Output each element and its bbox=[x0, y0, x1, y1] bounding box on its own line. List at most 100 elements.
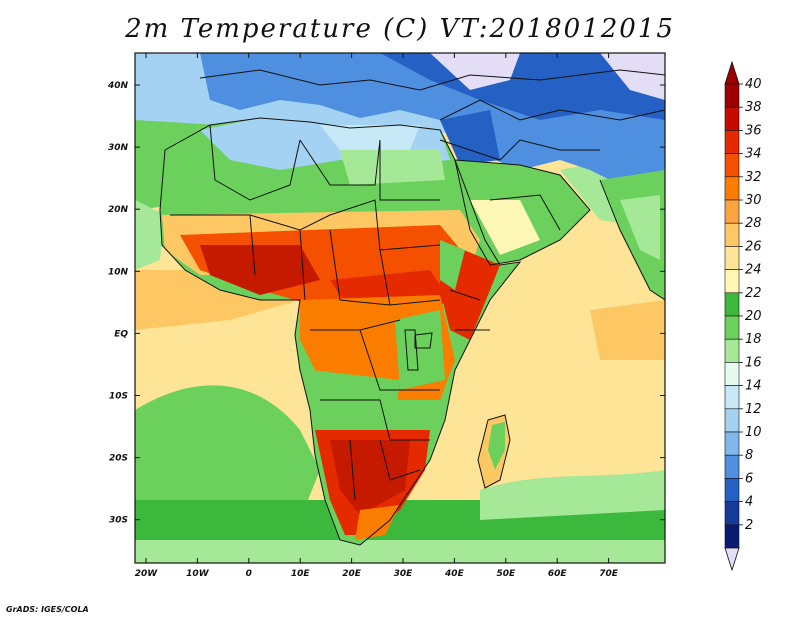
africa-coastline bbox=[159, 117, 522, 546]
colorbar-segment bbox=[724, 501, 740, 526]
lon-tick-label: 20E bbox=[342, 569, 362, 579]
lon-tick-label: 30E bbox=[394, 569, 414, 579]
border-southern-africa bbox=[320, 399, 430, 501]
lat-tick-label: 10S bbox=[109, 392, 128, 402]
colorbar-segment bbox=[724, 454, 740, 479]
colorbar-segment bbox=[724, 362, 740, 386]
south-africa-coast bbox=[355, 505, 400, 540]
border-algeria bbox=[209, 124, 301, 201]
colorbar-segment bbox=[724, 199, 740, 224]
colorbar-level-label: 8 bbox=[745, 448, 753, 463]
colorbar-segment bbox=[724, 83, 740, 108]
colorbar-level-label: 36 bbox=[745, 123, 762, 138]
colorbar-level-label: 28 bbox=[745, 216, 762, 231]
colorbar-segment bbox=[724, 106, 740, 131]
border-central-africa bbox=[339, 249, 441, 306]
border-congo bbox=[310, 319, 440, 391]
lon-tick-label: 10W bbox=[186, 569, 210, 579]
lat-tick-label: 20N bbox=[108, 205, 129, 215]
south-atlantic-band bbox=[135, 385, 320, 520]
colorbar-level-label: 40 bbox=[745, 77, 762, 92]
sahara-band bbox=[165, 175, 450, 215]
colorbar-level-label: 18 bbox=[745, 332, 762, 347]
madagascar-outline bbox=[477, 414, 511, 489]
colorbar-segment bbox=[724, 176, 740, 201]
colorbar-level-label: 32 bbox=[745, 170, 762, 185]
colorbar-segment bbox=[724, 431, 740, 456]
colorbar-segment bbox=[724, 246, 740, 270]
colorbar-level-label: 34 bbox=[745, 147, 762, 162]
latitude-axis: 40N 30N 20N 10N EQ 10S 20S 30S bbox=[107, 81, 665, 526]
colorbar-top-arrow bbox=[724, 60, 740, 85]
colorbar-level-label: 12 bbox=[745, 402, 762, 417]
colorbar-segment bbox=[724, 408, 740, 433]
lat-tick-label: 30N bbox=[108, 143, 129, 153]
lon-tick-label: 70E bbox=[599, 569, 619, 579]
colorbar-segment bbox=[724, 292, 740, 317]
colorbar-level-label: 2 bbox=[745, 518, 753, 533]
lon-tick-label: 40E bbox=[444, 569, 465, 579]
colorbar-level-label: 16 bbox=[745, 355, 762, 370]
border-saudi bbox=[489, 194, 561, 231]
lon-tick-label: 20W bbox=[135, 569, 159, 579]
european-coastline bbox=[199, 69, 665, 91]
indian-ocean-south-band bbox=[480, 470, 665, 520]
india-coastline bbox=[599, 179, 665, 301]
madagascar-highlands bbox=[488, 422, 505, 470]
sahara-cool-band bbox=[340, 150, 445, 185]
colorbar-bottom-arrow bbox=[724, 547, 740, 572]
lon-tick-label: 10E bbox=[291, 569, 311, 579]
map-plot-area bbox=[135, 53, 665, 563]
lon-tick-label: 60E bbox=[548, 569, 568, 579]
colorbar-segment bbox=[724, 524, 740, 549]
colorbar-segment bbox=[724, 478, 740, 502]
lat-tick-label: EQ bbox=[114, 329, 128, 339]
iran-cold-zone bbox=[440, 110, 500, 165]
colorbar-level-label: 22 bbox=[745, 286, 762, 301]
longitude-axis: 20W 10W 0 10E 20E 30E 40E 50E 60E 70E bbox=[135, 53, 619, 579]
border-west-africa bbox=[249, 214, 341, 301]
arabia-outline bbox=[454, 159, 591, 266]
colorbar-level-label: 38 bbox=[745, 100, 762, 115]
colorbar-segment bbox=[724, 153, 740, 178]
lat-tick-label: 10N bbox=[108, 267, 129, 277]
lon-tick-label: 0 bbox=[246, 569, 252, 579]
border-middle-east bbox=[439, 99, 665, 121]
country-borders bbox=[159, 69, 665, 546]
colorbar-level-label: 20 bbox=[745, 309, 762, 324]
arabian-warm-zone bbox=[470, 200, 540, 255]
colorbar-level-label: 10 bbox=[745, 425, 762, 440]
kalahari-hot-core bbox=[330, 440, 410, 515]
lake-victoria bbox=[414, 332, 433, 349]
west-africa-hot-core bbox=[200, 245, 320, 295]
colorbar-segment bbox=[724, 338, 740, 363]
colorbar-level-label: 6 bbox=[745, 471, 753, 486]
colorbar-level-label: 14 bbox=[745, 379, 762, 394]
atlantic-tropical-band bbox=[135, 200, 165, 270]
border-iran-iraq bbox=[439, 139, 600, 161]
lat-tick-label: 30S bbox=[109, 516, 128, 526]
border-libya bbox=[299, 139, 381, 186]
border-egypt bbox=[379, 140, 440, 201]
grads-credit: GrADS: IGES/COLA bbox=[6, 605, 89, 614]
lon-tick-label: 50E bbox=[496, 569, 516, 579]
colorbar-level-label: 30 bbox=[745, 193, 762, 208]
east-african-lakes-zone bbox=[395, 310, 445, 390]
colorbar-segment bbox=[724, 222, 740, 247]
colorbar-level-label: 24 bbox=[745, 263, 762, 278]
eurasia-coldest-zone bbox=[430, 53, 520, 90]
ethiopia-highlands bbox=[440, 240, 465, 290]
colorbar-segment bbox=[724, 385, 740, 410]
map-title: 2m Temperature (C) VT:2018012015 bbox=[125, 14, 675, 44]
lat-tick-label: 20S bbox=[109, 454, 128, 464]
colorbar: 40 38 36 34 32 30 28 26 24 22 20 18 16 14 12 10 8 6 4 2 bbox=[724, 60, 762, 572]
colorbar-segment bbox=[724, 315, 740, 340]
colorbar-segment bbox=[724, 130, 740, 154]
lake-tanganyika bbox=[404, 329, 419, 371]
indian-ocean-warm-patch bbox=[590, 300, 665, 360]
colorbar-segment bbox=[724, 269, 740, 294]
border-east-africa bbox=[449, 289, 490, 331]
lat-tick-label: 40N bbox=[107, 81, 129, 91]
colorbar-level-label: 26 bbox=[745, 239, 762, 254]
